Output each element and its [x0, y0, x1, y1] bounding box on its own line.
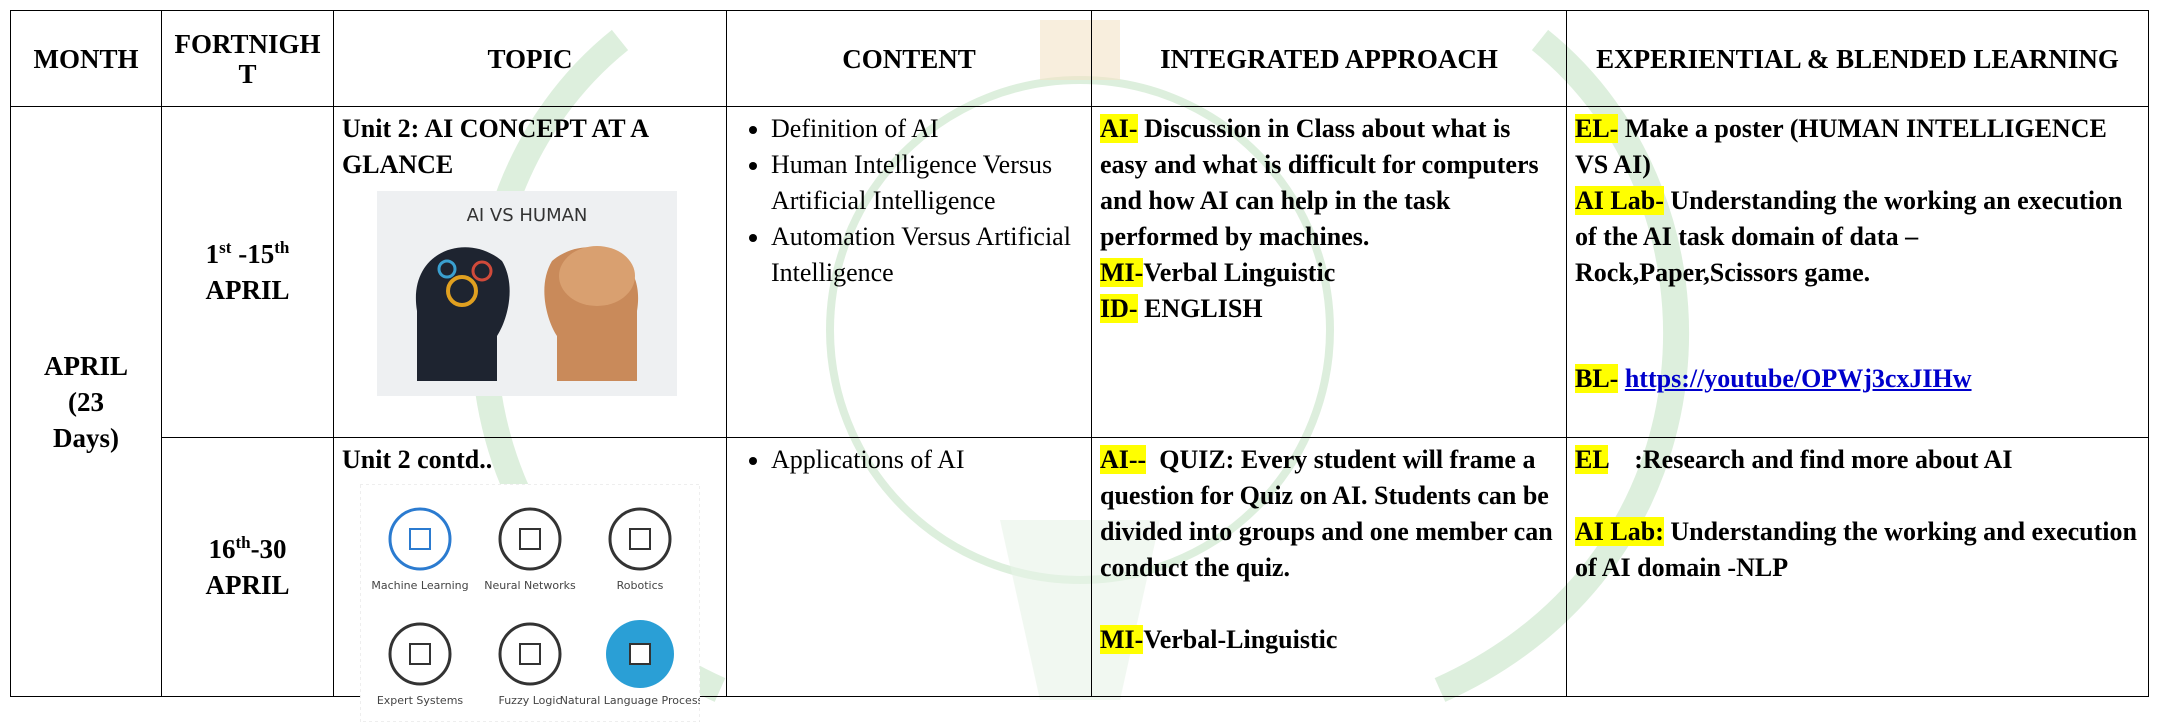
header-cell: EXPERIENTIAL & BLENDED LEARNING [1566, 10, 2149, 107]
month-cell: APRIL (23 Days) [10, 106, 162, 697]
experiential-cell: EL- Make a poster (HUMAN INTELLIGENCE VS… [1566, 106, 2149, 438]
icon [498, 507, 562, 571]
integrated-cell: AI- Discussion in Class about what is ea… [1091, 106, 1567, 438]
label: AI Lab: [1575, 517, 1664, 546]
content-list: Definition of AI Human Intelligence Vers… [735, 111, 1083, 291]
suffix: th [274, 238, 290, 257]
content-item: Definition of AI [771, 111, 1083, 147]
image-text: AI VS HUMAN [467, 205, 588, 226]
header-cell: TOPIC [333, 10, 727, 107]
month-text: Days) [53, 422, 119, 453]
link[interactable]: https://youtube/OPWj3cxJIHw [1624, 364, 1972, 393]
header-cell: FORTNIGHT [161, 10, 334, 107]
text: :Research and find more about AI [1608, 445, 2013, 474]
text: Verbal-Linguistic [1143, 625, 1338, 654]
text: Understanding the working and execution … [1575, 517, 2137, 582]
topic-title: Unit 2 contd.. [342, 445, 493, 474]
icon [498, 622, 562, 686]
text: Make a poster (HUMAN INTELLIGENCE VS AI) [1575, 114, 2107, 179]
topic-cell: Unit 2 contd.. Machine Learning Neural Ne… [333, 437, 727, 722]
topic-cell: Unit 2: AI CONCEPT AT A GLANCE AI VS HUM… [333, 106, 727, 438]
label: ID- [1100, 294, 1138, 323]
suffix: st [219, 238, 232, 257]
text: QUIZ: Every student will frame a questio… [1100, 445, 1560, 582]
fortnight-cell: 16th-30 APRIL [161, 437, 334, 697]
icon-label: Machine Learning [371, 579, 468, 592]
content-cell: Applications of AI [726, 437, 1092, 697]
icon-detail [409, 643, 431, 665]
integrated-cell: AI-- QUIZ: Every student will frame a qu… [1091, 437, 1567, 697]
text: Verbal Linguistic [1143, 258, 1336, 287]
label: AI- [1100, 114, 1138, 143]
month-text: (23 [68, 386, 104, 417]
icon-detail [519, 528, 541, 550]
text: Understanding the working an execution o… [1575, 186, 2123, 287]
topic-image: Machine Learning Neural Networks Robotics E… [360, 484, 700, 722]
label: EL [1575, 445, 1609, 474]
content-cell: Definition of AI Human Intelligence Vers… [726, 106, 1092, 438]
label: EL- [1575, 114, 1619, 143]
row: APRIL (23 Days) 1st -15th APRIL Unit 2: … [10, 106, 2149, 697]
fortnight-end: -15 [231, 239, 275, 269]
fortnight-month: APRIL [205, 275, 290, 305]
icon-detail [519, 643, 541, 665]
label: BL- [1575, 364, 1619, 393]
topic-image: AI VS HUMAN [377, 191, 677, 396]
icon-detail [409, 528, 431, 550]
lesson-plan-table: MONTH FORTNIGHT TOPIC CONTENT INTEGRATED… [10, 10, 2149, 722]
icon-label: Natural Language Processing [560, 694, 700, 707]
label: AI Lab- [1575, 186, 1664, 215]
icon-label: Robotics [617, 579, 664, 592]
content-list: Applications of AI [735, 442, 1083, 478]
fortnight-start: 1 [205, 239, 220, 269]
header-cell: INTEGRATED APPROACH [1091, 10, 1567, 107]
header-row: MONTH FORTNIGHT TOPIC CONTENT INTEGRATED… [10, 10, 2149, 107]
label: MI- [1100, 625, 1144, 654]
icon-label: Expert Systems [377, 694, 464, 707]
fortnight-start: 16 [208, 534, 236, 564]
fortnight-cell: 1st -15th APRIL [161, 106, 334, 438]
content-item: Human Intelligence Versus Artificial Int… [771, 147, 1083, 219]
suffix: th [235, 533, 251, 552]
icon-label: Neural Networks [484, 579, 576, 592]
icon-detail [629, 528, 651, 550]
fortnight-end: -30 [250, 534, 287, 564]
content-item: Applications of AI [771, 442, 1083, 478]
icon [608, 507, 672, 571]
icon-label: Fuzzy Logic [498, 694, 561, 707]
icon-detail [629, 643, 651, 665]
row: 16th-30 APRIL Unit 2 contd.. Machine Lea… [11, 437, 2149, 722]
icon [388, 507, 452, 571]
text: ENGLISH [1137, 294, 1263, 323]
experiential-cell: EL :Research and find more about AI AI L… [1566, 437, 2149, 697]
header-cell: MONTH [10, 10, 162, 107]
icon [388, 622, 452, 686]
topic-title: Unit 2: AI CONCEPT AT A GLANCE [342, 114, 648, 179]
fortnight-month: APRIL [205, 570, 290, 600]
label: AI-- [1100, 445, 1147, 474]
header-cell: CONTENT [726, 10, 1092, 107]
content-item: Automation Versus Artificial Intelligenc… [771, 219, 1083, 291]
month-text: APRIL [43, 350, 128, 381]
text: Discussion in Class about what is easy a… [1100, 114, 1539, 251]
label: MI- [1100, 258, 1144, 287]
